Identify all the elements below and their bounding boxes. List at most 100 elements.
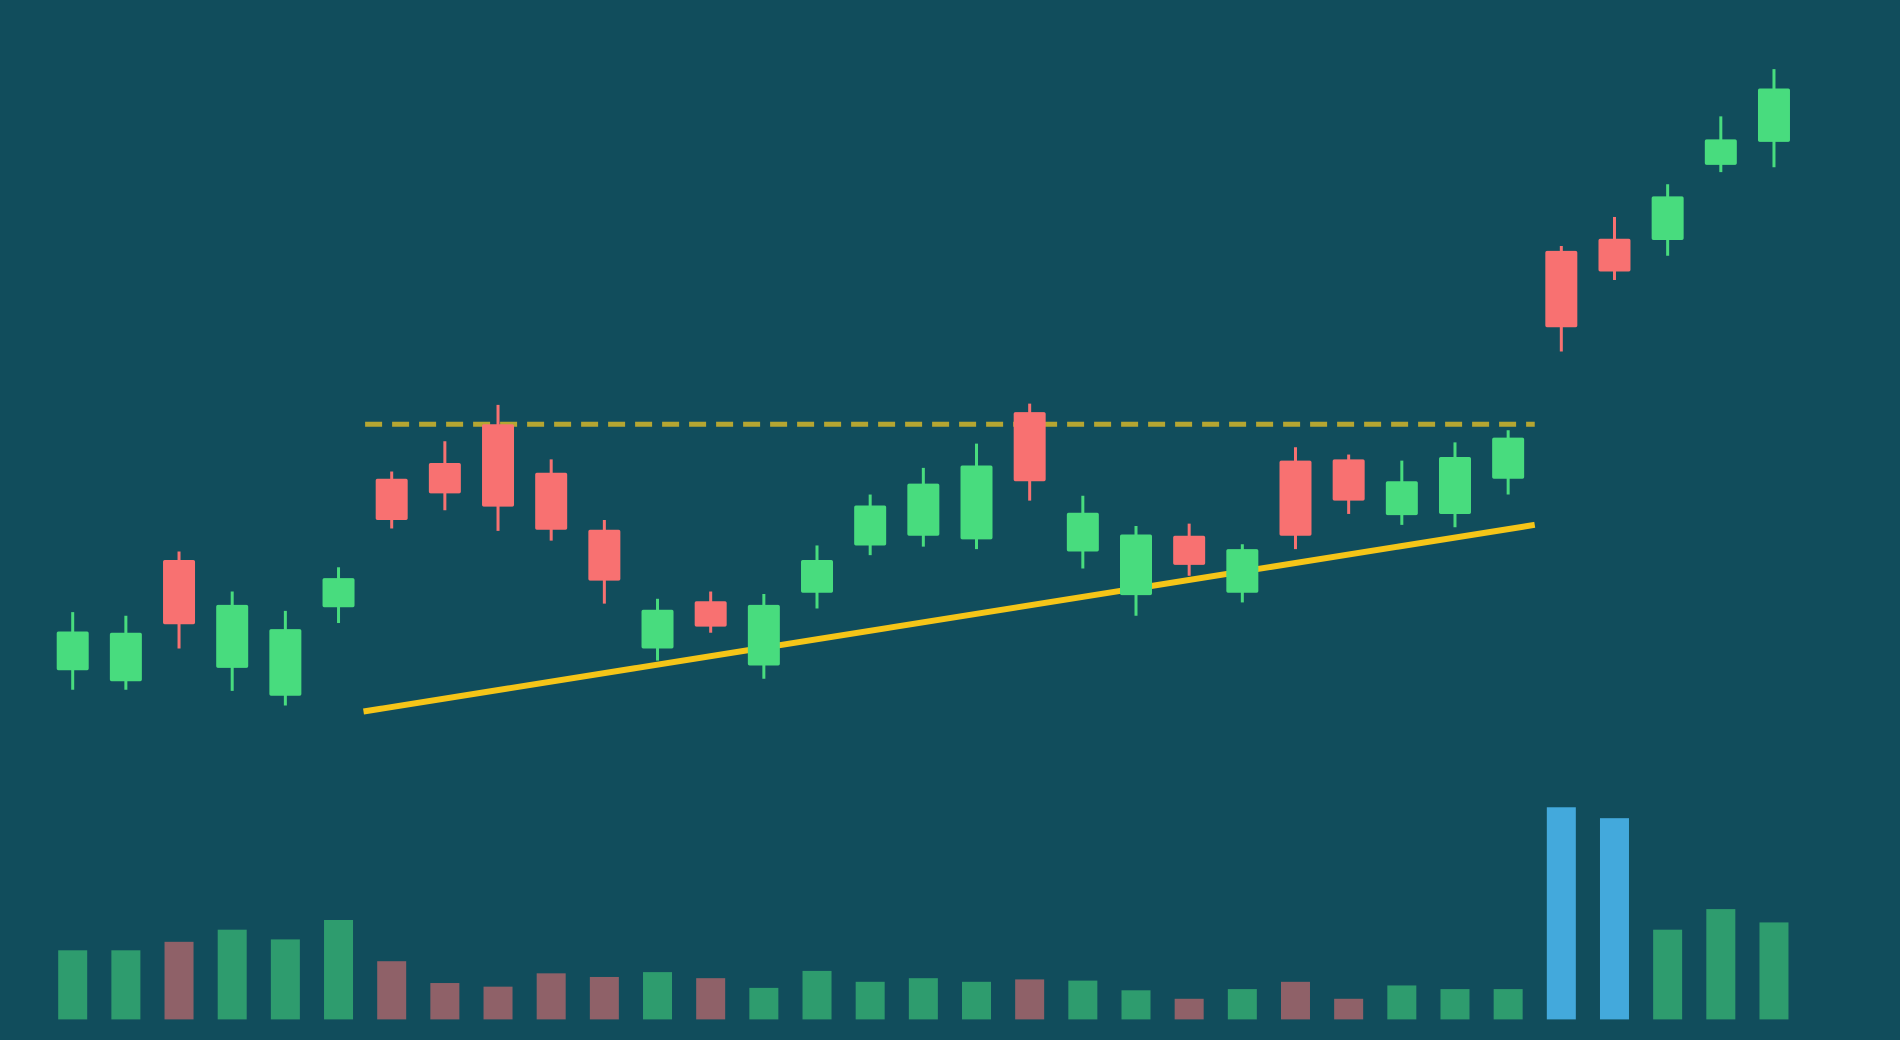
candle-down xyxy=(1013,403,1046,501)
candle-down xyxy=(588,520,621,604)
candle-up xyxy=(322,567,355,624)
candle-up xyxy=(854,494,887,556)
candle-body xyxy=(854,505,887,546)
candle-up xyxy=(269,610,302,706)
candle-body xyxy=(1120,534,1153,596)
candle-body xyxy=(1332,459,1365,501)
volume-bar xyxy=(1174,998,1204,1020)
candle-body xyxy=(1173,535,1206,565)
candle-up xyxy=(1066,495,1099,569)
volume-bar xyxy=(58,950,88,1020)
volume-bar xyxy=(802,970,832,1020)
candle-down xyxy=(1598,216,1631,280)
candle-body xyxy=(1598,238,1631,272)
candle-body xyxy=(322,578,355,608)
volume-bar xyxy=(962,981,992,1020)
candle-body xyxy=(1651,196,1684,240)
volume-bar xyxy=(1706,909,1736,1020)
candle-body xyxy=(960,465,993,540)
candle-down xyxy=(163,551,196,649)
volume-bar xyxy=(855,981,885,1020)
volume-bar xyxy=(1121,990,1151,1020)
candle-body xyxy=(216,604,249,668)
candle-down xyxy=(428,441,461,511)
candle-body xyxy=(109,632,142,682)
candles xyxy=(56,69,1790,706)
volume-bar xyxy=(1015,979,1045,1020)
candle-body xyxy=(1757,88,1790,142)
candle-down xyxy=(482,404,515,531)
candle-body xyxy=(163,560,196,625)
candle-up xyxy=(1757,69,1790,168)
volume-bar xyxy=(111,950,141,1020)
candle-down xyxy=(535,459,568,541)
candle-body xyxy=(641,609,674,649)
candle-body xyxy=(1385,481,1418,516)
candle-body xyxy=(588,529,621,581)
candle-down xyxy=(375,471,408,529)
volume-bar xyxy=(1280,981,1310,1020)
candle-up xyxy=(216,591,249,691)
candle-up xyxy=(641,598,674,661)
volume-bar xyxy=(1546,807,1576,1020)
volume-bar xyxy=(536,973,566,1020)
candle-down xyxy=(1279,447,1312,550)
volume-bar xyxy=(270,939,300,1020)
candle-up xyxy=(960,443,993,550)
candle-down xyxy=(1173,523,1206,576)
candle-body xyxy=(747,604,780,666)
candle-up xyxy=(907,467,940,547)
volume-bar xyxy=(1599,818,1629,1020)
candle-up xyxy=(1120,526,1153,616)
volume-bar xyxy=(908,978,938,1020)
candle-body xyxy=(428,463,461,494)
volume-bar xyxy=(377,961,407,1020)
volume-bar xyxy=(749,987,779,1020)
volume-bar xyxy=(1227,989,1257,1020)
volume-bar xyxy=(1440,989,1470,1020)
candle-body xyxy=(801,560,834,593)
candle-up xyxy=(1226,544,1259,603)
candle-up xyxy=(801,545,834,609)
candle-down xyxy=(1332,454,1365,514)
volume-bar xyxy=(1068,980,1098,1020)
volume-bar xyxy=(164,941,194,1020)
support-line xyxy=(363,521,1536,715)
candle-body xyxy=(1492,437,1525,479)
volume-bar xyxy=(696,978,726,1020)
volume-bar xyxy=(483,986,513,1020)
candle-body xyxy=(1438,456,1471,514)
volume-bar xyxy=(589,976,619,1020)
candle-up xyxy=(1704,116,1737,173)
volume-bar xyxy=(324,920,354,1020)
candle-body xyxy=(1279,460,1312,536)
volume-bar xyxy=(1653,929,1683,1020)
candle-up xyxy=(56,612,89,690)
candle-body xyxy=(375,478,408,520)
candle-body xyxy=(907,483,940,536)
candle-up xyxy=(1385,460,1418,525)
candle-down xyxy=(694,591,727,633)
candle-body xyxy=(535,472,568,530)
candle-up xyxy=(1438,442,1471,528)
volume-bar xyxy=(643,972,673,1020)
trend-lines xyxy=(363,421,1536,715)
candle-up xyxy=(1651,184,1684,256)
volume-bar xyxy=(1493,989,1523,1020)
candle-down xyxy=(1545,246,1578,352)
volume-bar xyxy=(1334,998,1364,1020)
candle-body xyxy=(269,629,302,696)
candle-body xyxy=(694,601,727,627)
volume-bar xyxy=(1387,985,1417,1020)
candle-body xyxy=(1226,549,1259,593)
volume-bar xyxy=(1759,922,1789,1020)
candle-up xyxy=(109,615,142,690)
candle-body xyxy=(1704,139,1737,165)
candle-body xyxy=(56,631,89,671)
volume-bar xyxy=(217,929,247,1020)
candle-up xyxy=(747,593,780,679)
volume-bars xyxy=(58,807,1789,1020)
candle-body xyxy=(482,424,515,507)
